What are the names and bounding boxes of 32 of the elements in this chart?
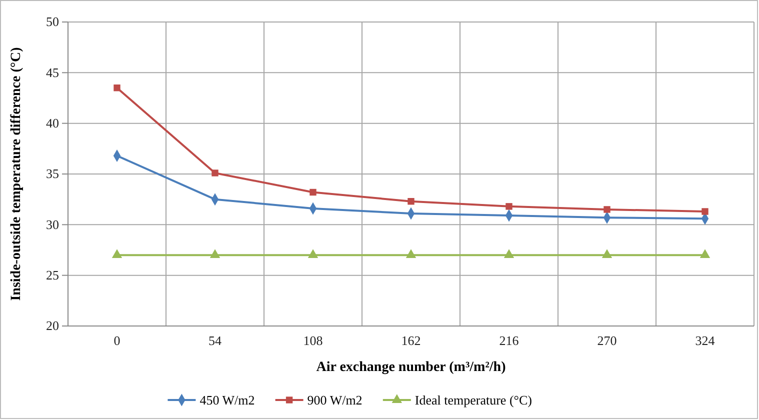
y-tick-label: 20 <box>46 318 59 334</box>
point <box>406 249 416 258</box>
point <box>210 249 220 258</box>
point <box>604 206 610 213</box>
x-tick-label: 216 <box>499 333 520 348</box>
point <box>700 249 710 258</box>
legend-label: Ideal temperature (°C) <box>414 392 532 408</box>
y-tick-label: 25 <box>46 267 59 282</box>
y-tick-label: 35 <box>46 166 59 182</box>
point <box>310 188 316 196</box>
x-axis-title: Air exchange number (m³/m²/h) <box>316 360 506 375</box>
point <box>112 249 122 258</box>
y-tick-label: 30 <box>46 216 59 232</box>
y-axis-title: Inside-outside temperature difference (°C) <box>9 46 24 301</box>
x-tick-label: 270 <box>597 333 617 348</box>
x-tick-label: 324 <box>695 333 716 348</box>
x-tick-label: 162 <box>401 333 421 348</box>
x-tick-label: 54 <box>208 333 222 348</box>
point <box>506 203 512 210</box>
point <box>602 249 612 258</box>
y-tick-label: 40 <box>46 115 59 130</box>
point <box>504 249 514 258</box>
x-tick-label: 0 <box>114 333 120 348</box>
x-tick-label: 108 <box>303 333 323 348</box>
legend-label: 450 W/m2 <box>200 392 255 408</box>
point <box>308 249 318 258</box>
y-tick-label: 45 <box>46 64 59 80</box>
y-tick-label: 50 <box>46 14 59 30</box>
legend-label: 900 W/m2 <box>307 392 362 408</box>
point <box>408 198 414 205</box>
point <box>212 170 218 176</box>
point <box>702 208 708 215</box>
